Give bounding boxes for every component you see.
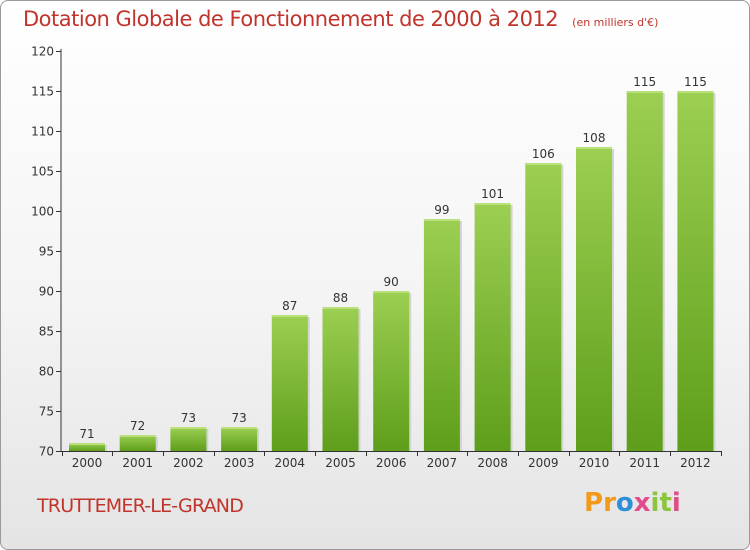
bar-2000 xyxy=(69,443,105,451)
y-tick-label: 100 xyxy=(31,205,54,219)
y-tick-label: 90 xyxy=(39,285,54,299)
bar-2004 xyxy=(271,315,308,451)
x-tick-label: 2009 xyxy=(528,456,559,470)
commune-name: TRUTTEMER-LE-GRAND xyxy=(37,495,244,517)
logo-letter: t xyxy=(659,488,672,518)
y-tick-label: 115 xyxy=(31,85,54,99)
chart-unit-note: (en milliers d'€) xyxy=(572,16,659,29)
bar-highlight xyxy=(423,219,460,221)
y-tick-label: 85 xyxy=(39,325,54,339)
bar-2007 xyxy=(423,219,460,451)
value-label: 101 xyxy=(481,187,504,201)
x-tick-label: 2006 xyxy=(376,456,407,470)
value-label: 72 xyxy=(130,419,145,433)
x-tick-label: 2012 xyxy=(680,456,711,470)
y-tick-label: 110 xyxy=(31,125,54,139)
y-tick-label: 105 xyxy=(31,165,54,179)
bar-2010 xyxy=(576,147,612,451)
x-tick-label: 2005 xyxy=(325,456,356,470)
y-tick-label: 70 xyxy=(39,445,54,459)
x-tick-label: 2004 xyxy=(275,456,306,470)
value-label: 99 xyxy=(434,203,449,217)
value-label: 71 xyxy=(79,427,94,441)
value-label: 87 xyxy=(282,299,297,313)
bar-2003 xyxy=(221,427,258,451)
bar-2008 xyxy=(474,203,511,451)
bar-2012 xyxy=(677,91,714,451)
bar-highlight xyxy=(373,291,410,293)
bar-2005 xyxy=(322,307,359,451)
bar-highlight xyxy=(322,307,359,309)
y-tick-label: 75 xyxy=(39,405,54,419)
y-tick-label: 80 xyxy=(39,365,54,379)
bar-highlight xyxy=(221,427,258,429)
value-label: 115 xyxy=(633,75,656,89)
bar-2001 xyxy=(119,435,156,451)
bar-2011 xyxy=(626,91,663,451)
value-label: 108 xyxy=(583,131,606,145)
logo-letter: r xyxy=(603,488,616,518)
bar-highlight xyxy=(271,315,308,317)
x-tick-label: 2007 xyxy=(427,456,458,470)
chart-title-row: Dotation Globale de Fonctionnement de 20… xyxy=(23,7,658,31)
y-tick-label: 120 xyxy=(31,45,54,59)
logo-letter: o xyxy=(615,488,634,518)
bar-highlight xyxy=(677,91,714,93)
value-label: 115 xyxy=(684,75,707,89)
bar-2006 xyxy=(373,291,410,451)
bar-2009 xyxy=(525,163,562,451)
proxiti-logo: Proxiti xyxy=(584,488,681,518)
value-label: 106 xyxy=(532,147,555,161)
x-tick-label: 2000 xyxy=(72,456,103,470)
value-label: 73 xyxy=(181,411,196,425)
bar-highlight xyxy=(69,443,105,445)
bar-highlight xyxy=(525,163,562,165)
bar-2002 xyxy=(170,427,207,451)
y-tick-label: 95 xyxy=(39,245,54,259)
logo-letter: P xyxy=(584,488,604,518)
bar-highlight xyxy=(474,203,511,205)
x-tick-label: 2008 xyxy=(477,456,508,470)
bars-layer: 71 72 73 73 87 88 90 99 101 106 108 115 115 xyxy=(69,75,716,451)
value-label: 73 xyxy=(231,411,246,425)
x-tick-label: 2003 xyxy=(224,456,255,470)
value-label: 90 xyxy=(384,275,399,289)
chart-title: Dotation Globale de Fonctionnement de 20… xyxy=(23,7,559,31)
x-tick-label: 2011 xyxy=(629,456,660,470)
logo-letter: i xyxy=(671,488,681,518)
bar-highlight xyxy=(119,435,156,437)
bar-highlight xyxy=(626,91,663,93)
bar-highlight xyxy=(576,147,612,149)
x-tick-label: 2002 xyxy=(173,456,204,470)
bar-highlight xyxy=(170,427,207,429)
value-label: 88 xyxy=(333,291,348,305)
axis-layer: 70 75 80 85 90 95 100 105 110 115 120 2000 2001 2002 2… xyxy=(31,45,722,470)
x-tick-label: 2001 xyxy=(122,456,153,470)
logo-letter: x xyxy=(633,488,651,518)
x-tick-label: 2010 xyxy=(579,456,610,470)
logo-letter: i xyxy=(650,488,660,518)
